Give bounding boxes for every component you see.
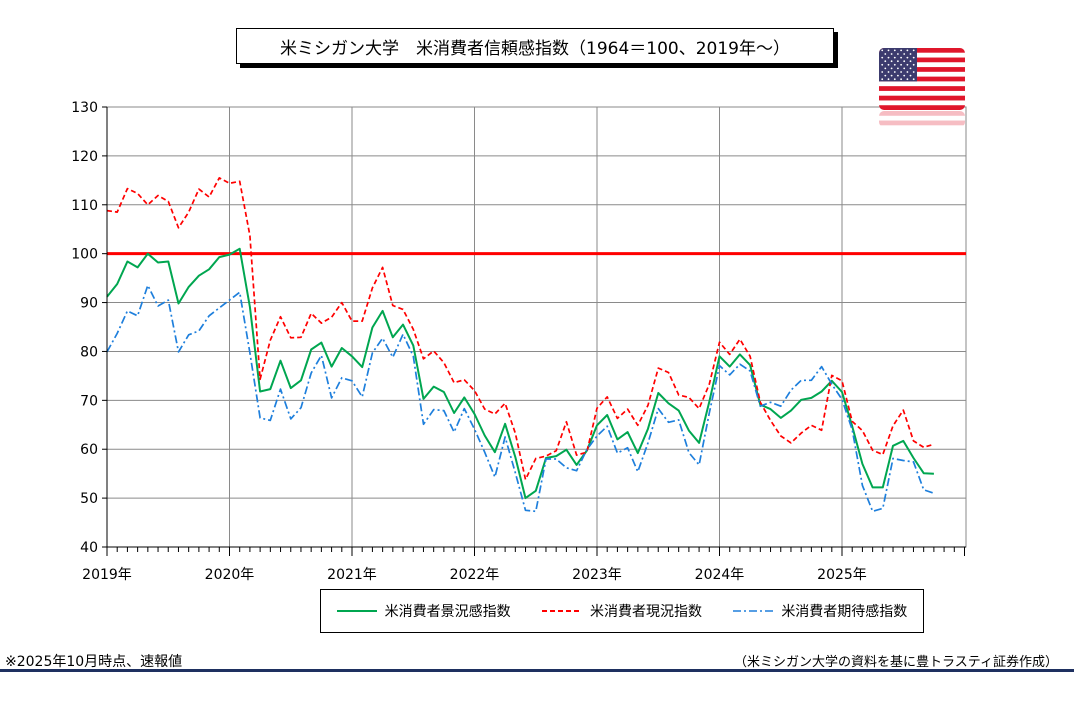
x-tick-label: 2019年 bbox=[82, 567, 132, 583]
legend-item-expectations: 米消費者期待感指数 bbox=[733, 601, 907, 621]
legend-item-current: 米消費者現況指数 bbox=[541, 601, 702, 621]
chart-axes: 40 50 60 70 80 90 100 110 120 130 2019年 2020年 2021年 2… bbox=[71, 100, 966, 583]
legend-label-expectations: 米消費者期待感指数 bbox=[781, 604, 908, 620]
x-tick-label: 2023年 bbox=[572, 567, 622, 583]
series-lines bbox=[106, 177, 935, 513]
series-line-sentiment bbox=[106, 247, 934, 500]
y-tick-label: 130 bbox=[71, 100, 98, 116]
y-tick-label: 100 bbox=[71, 247, 98, 263]
footnote-date: ※2025年10月時点、速報値 bbox=[5, 654, 183, 670]
x-tick-label: 2025年 bbox=[817, 567, 867, 583]
y-tick-label: 60 bbox=[80, 442, 98, 458]
flag-reflection bbox=[879, 111, 965, 127]
chart-title: 米ミシガン大学 米消費者信頼感指数（1964＝100、2019年～） bbox=[236, 28, 834, 64]
x-tick-label: 2024年 bbox=[695, 567, 745, 583]
y-tick-label: 90 bbox=[80, 296, 98, 312]
plot-area bbox=[106, 106, 967, 548]
legend-item-sentiment: 米消費者景況感指数 bbox=[336, 601, 511, 621]
y-tick-label: 110 bbox=[71, 198, 98, 214]
legend-swatch-expectations bbox=[733, 610, 774, 612]
y-tick-label: 120 bbox=[71, 149, 98, 165]
y-tick-label: 50 bbox=[80, 491, 98, 507]
legend-label-sentiment: 米消費者景況感指数 bbox=[384, 604, 511, 620]
chart-gridlines bbox=[106, 106, 967, 548]
series-line-current bbox=[106, 177, 935, 481]
series-line-expectations bbox=[106, 284, 935, 513]
bottom-divider bbox=[0, 669, 1074, 672]
chart-legend: 米消費者景況感指数 米消費者現況指数 米消費者期待感指数 bbox=[320, 589, 924, 633]
legend-label-current: 米消費者現況指数 bbox=[589, 604, 702, 620]
us-flag-icon bbox=[879, 48, 965, 110]
legend-swatch-sentiment bbox=[336, 610, 377, 612]
y-tick-label: 40 bbox=[80, 540, 98, 556]
y-tick-label: 70 bbox=[80, 393, 98, 409]
y-tick-label: 80 bbox=[80, 344, 98, 360]
legend-swatch-current bbox=[541, 610, 582, 612]
footnote-source: （米ミシガン大学の資料を基に豊トラスティ証券作成） bbox=[734, 655, 1058, 670]
x-tick-label: 2022年 bbox=[450, 567, 500, 583]
x-tick-label: 2020年 bbox=[205, 567, 255, 583]
x-tick-label: 2021年 bbox=[327, 567, 377, 583]
